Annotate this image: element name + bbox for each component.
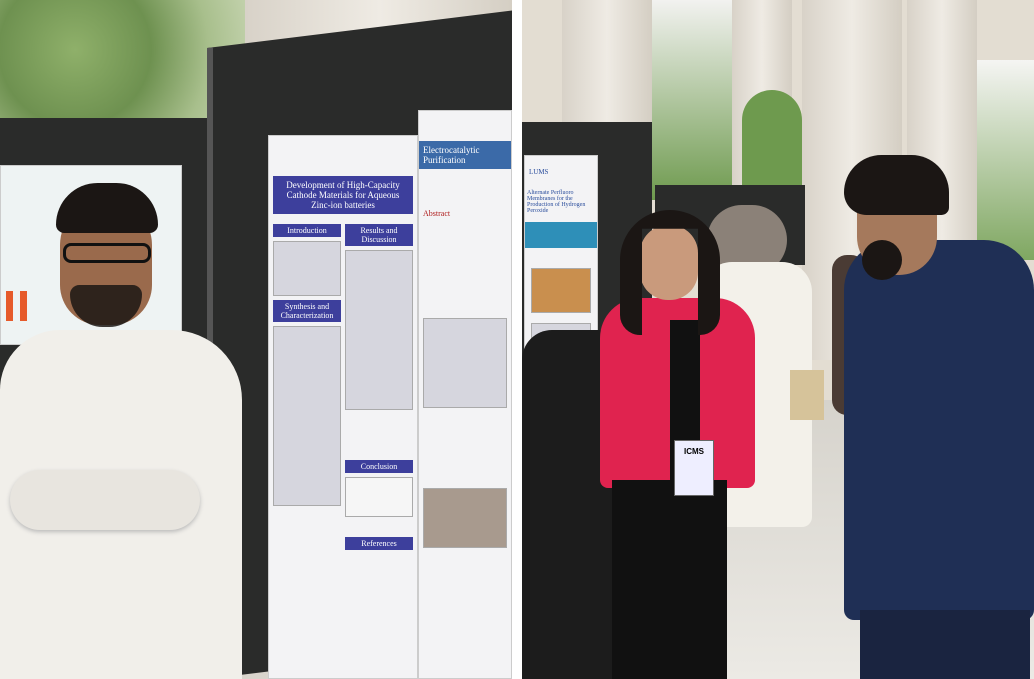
section-heading: Conclusion	[345, 460, 413, 473]
second-poster: Electrocatalytic Purification Abstract	[418, 110, 512, 679]
poster-figure	[273, 241, 341, 296]
left-photo: Development of High-Capacity Cathode Mat…	[0, 0, 512, 679]
tree	[742, 90, 802, 200]
man-hair	[844, 155, 949, 215]
poster-figure	[273, 326, 341, 506]
man-beard	[862, 240, 902, 280]
eyeglasses	[63, 243, 151, 263]
window-trees	[977, 60, 1034, 260]
name-badge: ICMS	[674, 440, 714, 496]
bar-chart-graphic	[6, 291, 41, 321]
woman-face	[640, 225, 698, 300]
poster-band	[525, 222, 597, 248]
section-heading: References	[345, 537, 413, 550]
section-heading: Results and Discussion	[345, 224, 413, 246]
person-foreground	[522, 330, 612, 679]
poster-title: Development of High-Capacity Cathode Mat…	[273, 176, 413, 214]
poster-logo: LUMS	[529, 168, 549, 176]
poster-figure	[423, 318, 507, 408]
crossed-arms	[10, 470, 200, 530]
man-navy-suit	[844, 240, 1034, 620]
section-heading: Introduction	[273, 224, 341, 237]
poster-figure	[423, 488, 507, 548]
poster-figure	[345, 250, 413, 410]
black-trousers	[612, 480, 727, 679]
tote-bag	[790, 370, 824, 420]
main-poster: Development of High-Capacity Cathode Mat…	[268, 135, 418, 679]
abstract-label: Abstract	[423, 209, 451, 218]
man-hair	[56, 183, 158, 233]
section-heading: Synthesis and Characterization	[273, 300, 341, 322]
man-trousers	[860, 610, 1030, 679]
poster-figure	[531, 268, 591, 313]
right-photo: LUMS Alternate Perfluoro Membranes for t…	[522, 0, 1034, 679]
poster2-title: Electrocatalytic Purification	[419, 141, 511, 169]
poster-figure	[345, 477, 413, 517]
window-trees	[652, 0, 732, 200]
poster-title: Alternate Perfluoro Membranes for the Pr…	[527, 190, 586, 214]
